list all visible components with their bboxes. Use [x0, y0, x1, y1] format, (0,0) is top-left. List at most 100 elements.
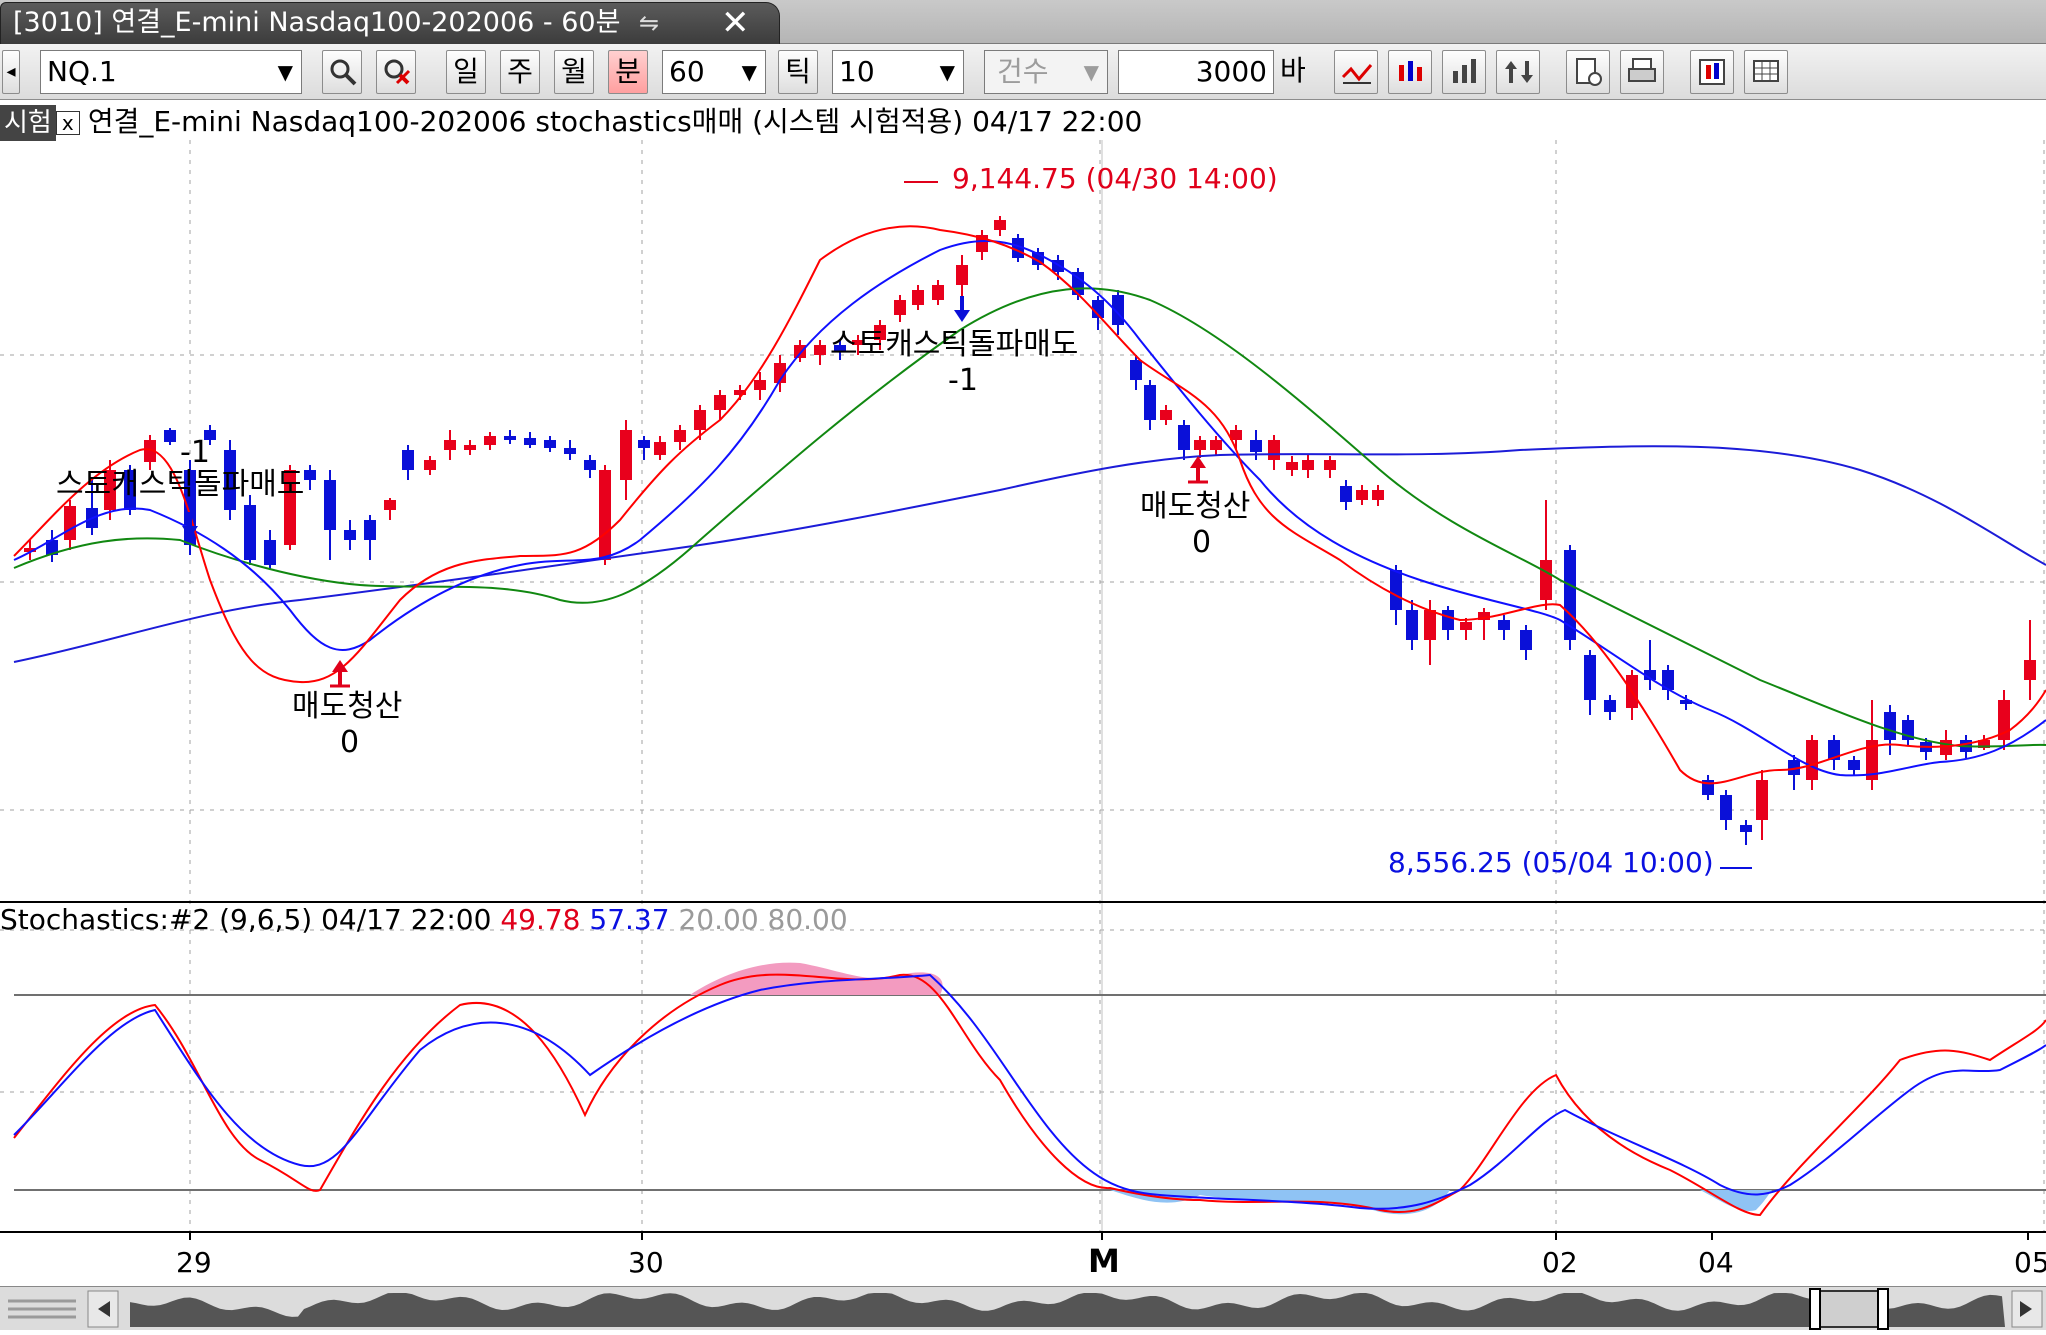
high-annotation: 9,144.75 (04/30 14:00) [952, 162, 1278, 195]
candle-body [734, 390, 746, 395]
tick-select[interactable]: 10 ▼ [832, 50, 964, 94]
candlesticks [24, 216, 2036, 845]
candle-body [1720, 795, 1732, 820]
grid-lines [0, 140, 2046, 1232]
sell-signal-qty-2: -1 [948, 363, 978, 398]
candle-body [1160, 410, 1172, 420]
candle-body [1442, 610, 1454, 630]
candle-body [24, 548, 36, 552]
sell-signal-label-1: 스토캐스틱돌파매도 [56, 467, 304, 502]
stoch-d-line [13, 973, 2046, 1210]
tick-button[interactable]: 틱 [778, 50, 818, 94]
scroll-thumb-right-handle[interactable] [1877, 1288, 1889, 1330]
candle-body [599, 470, 611, 560]
close-icon[interactable]: ✕ [721, 3, 750, 43]
cover-signal-qty-2: 0 [1192, 525, 1211, 560]
candle-body [1756, 780, 1768, 820]
candle-body [1286, 462, 1298, 470]
chart-line-button[interactable] [1334, 50, 1378, 94]
candle-body [144, 440, 156, 462]
candle-body [1866, 740, 1878, 780]
minutes-select[interactable]: 60 ▼ [662, 50, 766, 94]
candle-body [1662, 670, 1674, 690]
candle-body [694, 410, 706, 430]
candle-body [754, 380, 766, 390]
tick-value: 10 [839, 55, 875, 88]
candle-body [1144, 385, 1156, 420]
count-type-select[interactable]: 건수 ▼ [984, 50, 1108, 94]
candle-body [1680, 700, 1692, 704]
stochastics-legend: Stochastics:#2 (9,6,5) 04/17 22:00 49.78… [0, 902, 848, 938]
chart-candle-button[interactable] [1388, 50, 1432, 94]
scroll-left-button[interactable]: ◂ [2, 50, 20, 94]
candle-body [620, 430, 632, 480]
candle-body [1604, 700, 1616, 712]
period-day-button[interactable]: 일 [446, 50, 486, 94]
candle-body [264, 540, 276, 565]
x-tick-label: 05 [2014, 1246, 2046, 1279]
remove-strategy-icon[interactable]: x [55, 111, 80, 135]
count-label: 건수 [997, 55, 1049, 88]
candle-body [1250, 440, 1262, 452]
candle-body [932, 285, 944, 300]
grid-button[interactable] [1744, 50, 1788, 94]
symbol-select[interactable]: NQ.1 ▼ [40, 50, 302, 94]
document-button[interactable] [1566, 50, 1610, 94]
left-arrow-icon [98, 1301, 110, 1317]
candle-body [64, 506, 76, 540]
candle-body [874, 325, 886, 340]
period-month-button[interactable]: 월 [554, 50, 594, 94]
cover-arrow-1 [330, 660, 350, 688]
moving-averages [13, 225, 2046, 785]
candle-body [1210, 440, 1222, 450]
chart-canvas[interactable]: 29 30 M 02 04 05 9,144.75 (04/30 14:00) 8,556… [0, 100, 2046, 1286]
sell-signal-qty-1: -1 [180, 435, 210, 470]
horizontal-scrollbar[interactable] [0, 1286, 2046, 1330]
chart-area[interactable]: 29 30 M 02 04 05 9,144.75 (04/30 14:00) 8,556… [0, 100, 2046, 1286]
line-chart-icon [1341, 64, 1373, 84]
updown-button[interactable] [1496, 50, 1540, 94]
link-icon[interactable]: ⇋ [639, 9, 660, 37]
candle-body [714, 395, 726, 410]
scroll-thumb-left-handle[interactable] [1809, 1288, 1821, 1330]
candle-body [852, 340, 864, 345]
stoch-k-line [13, 973, 2046, 1217]
candle-body [834, 345, 846, 352]
overview-volume [130, 1293, 2005, 1327]
scroll-grip-icon[interactable] [8, 1299, 76, 1319]
search-button[interactable] [322, 50, 362, 94]
candle-body [794, 345, 806, 358]
period-month-label: 월 [561, 55, 587, 88]
candle-body [912, 290, 924, 305]
candle-body [124, 470, 136, 510]
compare-button[interactable] [1690, 50, 1734, 94]
candle-body [1998, 700, 2010, 740]
search-x-icon [384, 59, 411, 85]
scroll-thumb[interactable] [1813, 1290, 1885, 1328]
cover-arrow-2 [1188, 456, 1208, 484]
candle-body [164, 430, 176, 442]
candle-body [1540, 560, 1552, 600]
candle-body [524, 438, 536, 445]
print-button[interactable] [1620, 50, 1664, 94]
x-tick-label: M [1088, 1242, 1120, 1280]
candle-body [504, 436, 516, 440]
chart-bar-button[interactable] [1442, 50, 1486, 94]
chevron-down-icon: ▼ [277, 60, 293, 84]
search-reset-button[interactable] [376, 50, 416, 94]
candle-body [464, 445, 476, 450]
x-tick-label: 02 [1542, 1246, 1578, 1279]
compare-chart-icon [1699, 59, 1725, 85]
candle-body [994, 220, 1006, 230]
cover-signal-label-2: 매도청산 [1140, 489, 1250, 524]
period-minute-button[interactable]: 분 [608, 50, 648, 94]
stoch-levels: 20.00 80.00 [678, 903, 848, 936]
window-tab[interactable]: [3010] 연결_E-mini Nasdaq100-202006 - 60분 … [0, 2, 780, 44]
candle-body [46, 540, 58, 555]
candle-body [1978, 740, 1990, 748]
period-week-button[interactable]: 주 [500, 50, 540, 94]
chevron-down-icon: ▼ [1083, 60, 1099, 84]
count-input[interactable]: 3000 [1118, 50, 1274, 94]
legend-text: 연결_E-mini Nasdaq100-202006 stochastics매매… [87, 105, 1143, 138]
candle-body [1302, 460, 1314, 470]
